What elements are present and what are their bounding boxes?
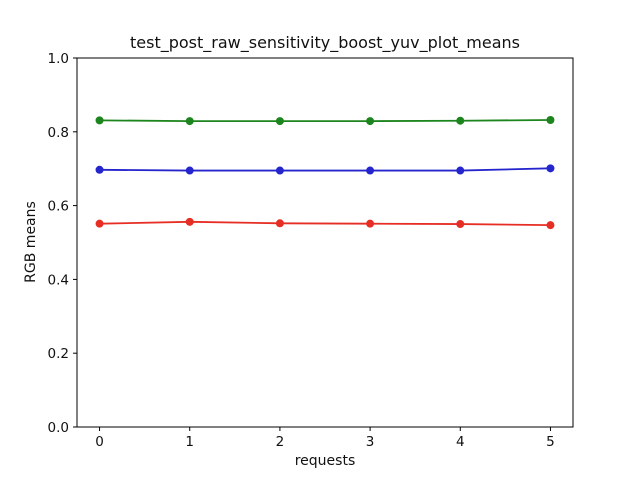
blue-data-marker [366, 166, 375, 175]
green-data-marker [366, 117, 375, 126]
blue-series-line [98, 167, 552, 172]
y-tick-label: 0.6 [48, 199, 69, 215]
blue-data-marker [95, 165, 104, 174]
green-data-marker [275, 117, 284, 126]
y-tick-label: 0.0 [48, 420, 69, 436]
red-data-marker [185, 217, 194, 226]
y-tick-label: 0.8 [48, 125, 69, 141]
x-tick-label: 2 [276, 434, 285, 450]
green-data-marker [456, 116, 465, 125]
x-tick-label: 5 [546, 434, 555, 450]
chart-title: test_post_raw_sensitivity_boost_yuv_plot… [129, 33, 521, 52]
x-tick-label: 3 [366, 434, 375, 450]
blue-data-marker [456, 166, 465, 175]
x-tick-label: 0 [95, 434, 104, 450]
green-data-marker [546, 115, 555, 124]
blue-data-marker [275, 166, 284, 175]
axes-spines [76, 57, 574, 428]
red-data-marker [456, 220, 465, 229]
red-data-marker [366, 219, 375, 228]
green-data-marker [95, 116, 104, 125]
y-tick-label: 0.4 [48, 272, 69, 288]
x-axis-label: requests [294, 453, 356, 469]
blue-data-marker [546, 164, 555, 173]
green-data-marker [185, 117, 194, 126]
red-data-marker [546, 221, 555, 230]
blue-data-marker [185, 166, 194, 175]
green-series-line [98, 119, 552, 122]
red-series-line [98, 220, 552, 227]
y-tick-label: 1.0 [48, 51, 69, 67]
x-tick-label: 4 [456, 434, 465, 450]
red-data-marker [95, 219, 104, 228]
red-data-marker [275, 219, 284, 228]
x-tick-label: 1 [185, 434, 194, 450]
y-tick-label: 0.2 [48, 346, 69, 362]
